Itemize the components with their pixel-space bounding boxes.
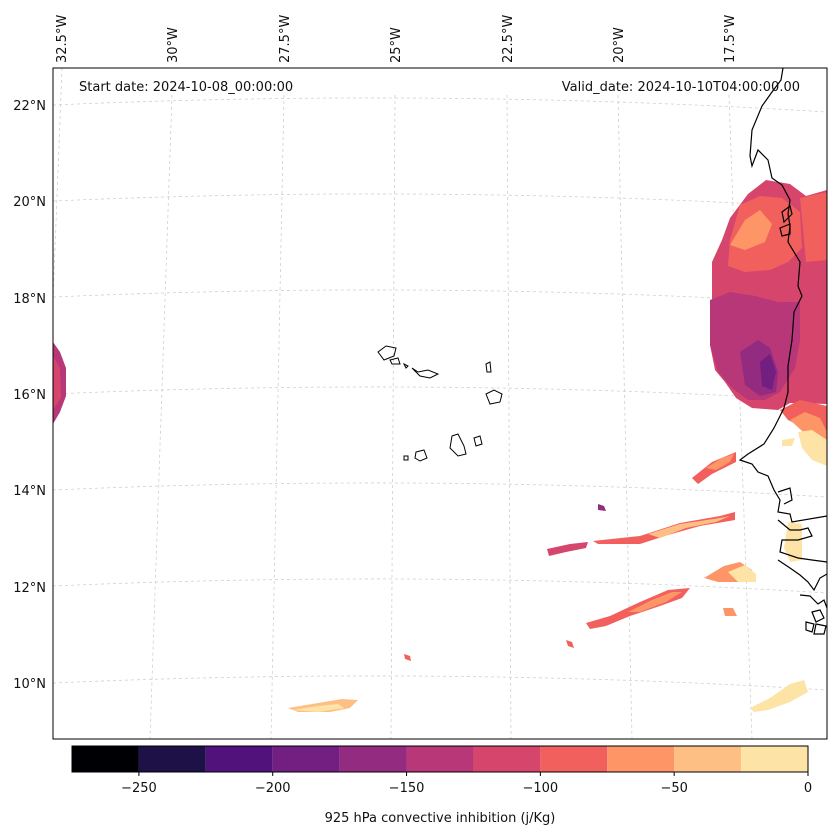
colorbar-tick-label: −100 [523,781,559,796]
cin-streak-2 [593,512,735,544]
meridian-32-5w [52,67,63,301]
colorbar-tick-label: −200 [255,781,291,796]
lon-label: 22.5°W [501,15,516,63]
parallel-20n [52,193,828,209]
cin-blob-2 [723,608,737,616]
lat-label: 10°N [13,677,46,692]
latitude-labels: 22°N 20°N 18°N 16°N 14°N 12°N 10°N [13,99,46,692]
colorbar-swatch [72,746,139,772]
island-boa-vista [485,389,503,405]
colorbar-swatch [540,746,608,772]
meridian-27-5w [270,94,285,740]
parallel-10n [52,675,828,691]
lat-label: 12°N [13,581,46,596]
cin-streak-1-light [706,454,734,470]
lon-label: 30°W [166,27,181,63]
island-sao-vicente [389,357,401,365]
cape-verde-islands [377,345,503,462]
meridian-30w [149,94,173,740]
guinea-bissau-islands [805,609,827,635]
start-date-label: Start date: 2024-10-08_00:00:00 [79,80,293,95]
colorbar-swatch [406,746,474,772]
lon-label: 32.5°W [55,15,70,63]
cin-region-coast-north-lighter [730,210,772,250]
cin-streak-6-pale [292,704,344,712]
map-area [53,68,827,739]
coastlines [738,67,828,635]
meridian-20w [617,94,633,740]
island-maio [473,435,483,447]
lat-label: 14°N [13,484,46,499]
meridian-22-5w [506,94,512,740]
parallel-22n [52,97,828,113]
colorbar-tick-label: −150 [389,781,425,796]
meridian-25w [390,94,396,740]
colorbar-swatch [473,746,541,772]
gambia-coast [777,519,828,563]
casamance-coast [777,559,828,592]
cin-region-sw-pale [750,680,808,712]
bay-detail [781,204,793,224]
colorbar-swatch [674,746,742,772]
cin-blob-coast-small [782,438,795,446]
colorbar: −250 −200 −150 −100 −50 0 [71,745,812,796]
lat-label: 16°N [13,388,46,403]
bay-detail-2 [779,223,791,237]
cin-region-coast-core [760,354,776,390]
colorbar-swatch [138,746,206,772]
cin-blob-4 [404,654,411,661]
island-sal [485,361,492,373]
colorbar-tick-label: 0 [804,781,812,796]
guinea-bissau-coast [799,594,828,609]
colorbar-swatch [205,746,273,772]
colorbar-tick-label: −50 [660,781,687,796]
colorbar-tick-label: −250 [121,781,157,796]
cin-region-coast-edge-right [800,192,827,262]
cin-streak-4-pale [728,565,756,582]
lat-label: 20°N [13,195,46,210]
colorbar-swatch [272,746,340,772]
parallel-12n [52,578,828,594]
lat-label: 18°N [13,292,46,307]
lon-label: 17.5°W [723,15,738,63]
colorbar-swatch [607,746,675,772]
island-sao-nicolau [411,367,440,379]
lon-label: 20°W [612,27,627,63]
island-santiago [449,433,467,457]
island-fogo [414,449,428,462]
valid-date-label: Valid_date: 2024-10-10T04:00:00.00 [562,80,800,95]
cin-streak-5-light [628,592,682,612]
island-brava [403,455,409,461]
lon-label: 27.5°W [278,15,293,63]
graticule [52,67,828,740]
cin-field [53,180,827,712]
island-santo-antao [377,345,397,361]
colorbar-swatch [339,746,407,772]
longitude-labels: 32.5°W 30°W 27.5°W 25°W 22.5°W 20°W 17.5… [55,15,738,63]
parallel-16n [52,386,828,402]
cin-region-gambia-pale [784,522,802,562]
colorbar-border [71,745,809,773]
cin-region-coast-south-pale [798,430,827,466]
cin-streak-2-light [648,516,730,538]
cin-dot-1 [598,504,606,511]
parallel-18n [52,289,828,305]
island-santa-luzia [402,362,409,369]
cin-streak-3 [547,542,588,556]
lon-label: 25°W [389,27,404,63]
colorbar-title: 925 hPa convective inhibition (j/Kg) [325,811,556,826]
cin-region-west-inner [53,356,61,410]
colorbar-swatch [741,746,808,772]
parallel-14n [52,482,828,498]
lat-label: 22°N [13,99,46,114]
africa-coastline [738,67,828,523]
senegal-river-mouth [777,487,793,505]
cin-blob-3 [566,640,574,648]
map-frame [52,67,828,740]
